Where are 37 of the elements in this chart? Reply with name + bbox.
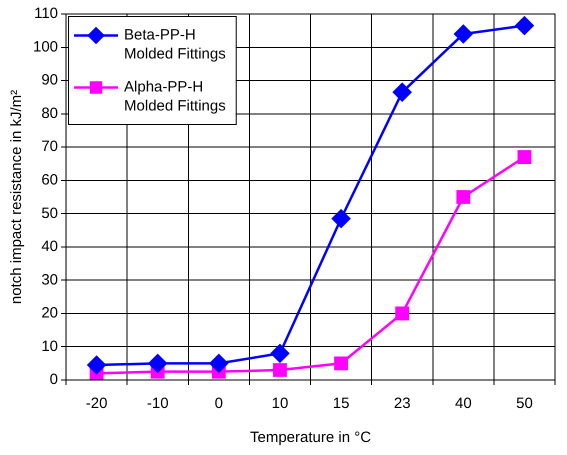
point [148, 354, 167, 373]
y-tick-label: 50 [41, 204, 58, 222]
y-tick-label: 0 [50, 371, 58, 388]
point [392, 82, 412, 102]
y-axis-title: notch impact resistance in kJ/m² [8, 90, 26, 304]
x-tick-label: 23 [394, 395, 411, 412]
point [332, 209, 350, 228]
y-tick-label: 60 [41, 172, 58, 189]
point [334, 356, 348, 370]
point [270, 344, 290, 363]
y-tick-label: 100 [32, 38, 58, 56]
y-tick-label: 30 [41, 271, 58, 288]
y-tick-label: 90 [41, 72, 58, 89]
x-axis-title: Temperature in °C [250, 429, 372, 446]
point [210, 354, 228, 373]
y-tick-label: 40 [41, 238, 58, 256]
y-tick-label: 70 [41, 138, 58, 156]
point [395, 306, 410, 320]
point [454, 24, 473, 44]
x-tick-label: 50 [516, 395, 533, 412]
y-tick-label: 20 [41, 304, 58, 322]
point [518, 150, 532, 164]
y-tick-label: 110 [34, 5, 58, 22]
y-tick-label: 80 [41, 104, 58, 122]
x-tick-label: 15 [332, 395, 350, 412]
point [515, 16, 534, 35]
x-tick-label: -10 [146, 395, 169, 412]
point [456, 190, 470, 204]
legend-label: Alpha-PP-H Molded Fittings [124, 78, 226, 115]
x-tick-label: 10 [272, 395, 288, 412]
y-tick-label: 10 [41, 338, 58, 355]
x-tick-label: 0 [214, 395, 224, 412]
point [87, 356, 106, 374]
x-tick-label: 40 [454, 395, 472, 412]
point [273, 363, 287, 377]
x-tick-label: -20 [86, 395, 108, 412]
legend-label: Beta-PP-H Molded Fittings [124, 26, 226, 63]
